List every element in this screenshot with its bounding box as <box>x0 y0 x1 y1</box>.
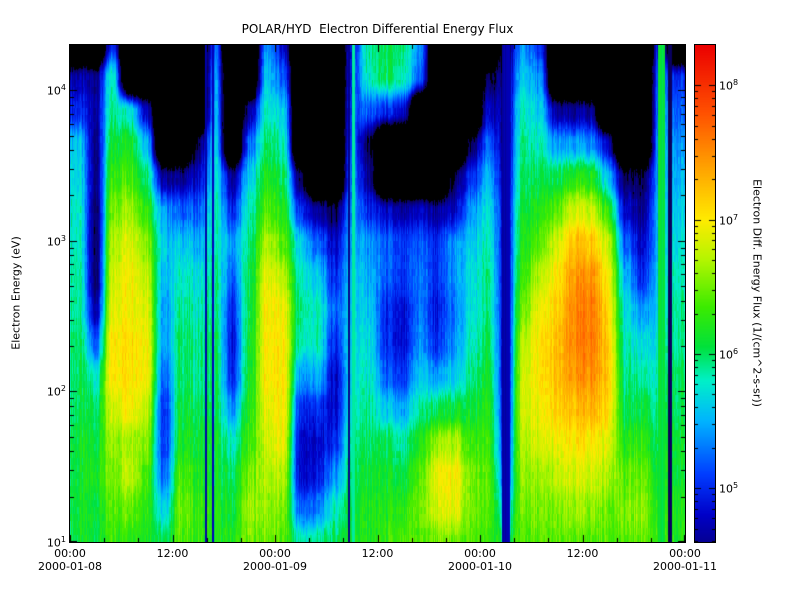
x-date-label: 2000-01-08 <box>38 560 102 573</box>
colorbar-tick-label: 108 <box>719 78 739 93</box>
colorbar-tick-label: 106 <box>719 346 739 362</box>
y-tick-label: 102 <box>46 384 66 400</box>
colorbar <box>694 44 716 543</box>
x-tick-label: 00:00 <box>259 547 291 560</box>
x-date-label: 2000-01-10 <box>448 560 512 573</box>
x-tick-label: 12:00 <box>156 547 189 560</box>
colorbar-tick-label: 107 <box>719 212 739 228</box>
x-tick-label: 12:00 <box>566 547 599 560</box>
colorbar-canvas <box>695 45 715 542</box>
y-axis-label: Electron Energy (eV) <box>9 236 23 350</box>
y-tick-label: 104 <box>46 83 66 98</box>
plot-area <box>69 44 686 543</box>
x-date-label: 2000-01-11 <box>653 560 717 573</box>
x-tick-label: 00:00 <box>54 547 86 560</box>
x-tick-label: 12:00 <box>361 547 394 560</box>
x-date-label: 2000-01-09 <box>243 560 307 573</box>
colorbar-tick-label: 105 <box>719 481 739 496</box>
y-tick-label: 103 <box>46 233 66 249</box>
y-tick-label: 101 <box>46 535 66 550</box>
x-tick-label: 00:00 <box>464 547 496 560</box>
chart-title: POLAR/HYD Electron Differential Energy F… <box>241 22 514 36</box>
x-tick-label: 00:00 <box>669 547 701 560</box>
heatmap-canvas <box>70 45 685 542</box>
